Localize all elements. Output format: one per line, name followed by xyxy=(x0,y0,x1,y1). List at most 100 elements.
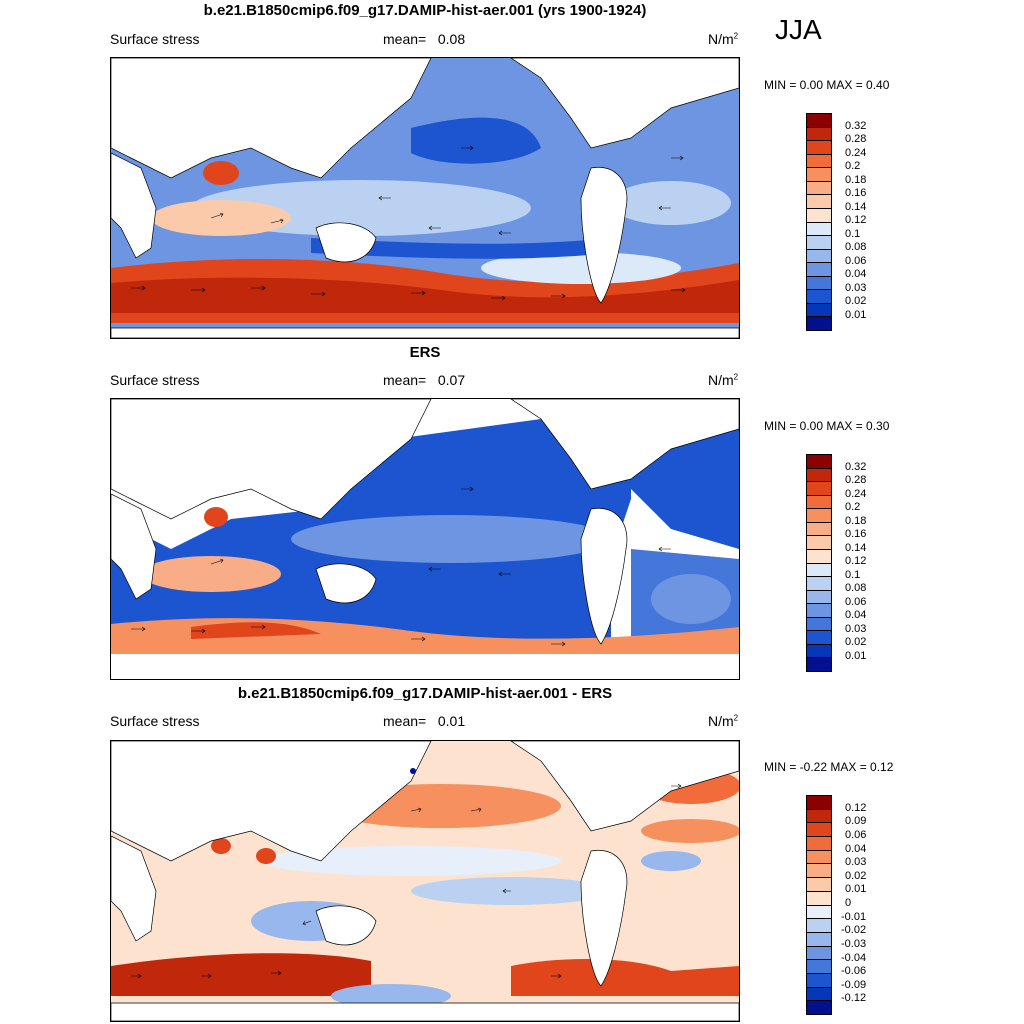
colorbar-swatch xyxy=(807,168,831,182)
units-exponent: 2 xyxy=(733,713,739,723)
colorbar-tick-label: 0.04 xyxy=(845,268,867,280)
colorbar-swatch xyxy=(807,536,831,550)
colorbar-swatch xyxy=(807,850,831,865)
colorbar-tick-label: -0.12 xyxy=(841,992,867,1005)
panel-1-colorbar xyxy=(806,113,832,331)
colorbar-swatch xyxy=(807,263,831,277)
colorbar-swatch xyxy=(807,837,831,851)
colorbar-tick-label: 0.32 xyxy=(845,119,867,132)
colorbar-tick-label: 0.24 xyxy=(845,487,867,500)
colorbar-swatch xyxy=(807,141,831,155)
colorbar-swatch xyxy=(807,617,831,632)
colorbar-tick-label: 0.12 xyxy=(845,214,867,226)
colorbar-swatch xyxy=(807,208,831,223)
colorbar-tick-label: 0.04 xyxy=(845,609,867,621)
units-exponent: 2 xyxy=(733,372,739,382)
colorbar-tick-label: 0.2 xyxy=(845,501,861,513)
colorbar-swatch xyxy=(807,222,831,237)
colorbar-tick-label: 0.2 xyxy=(845,160,861,172)
colorbar-swatch xyxy=(807,973,831,988)
colorbar-tick-label: 0.12 xyxy=(845,555,867,567)
colorbar-swatch xyxy=(807,236,831,250)
panel-3-title: b.e21.B1850cmip6.f09_g17.DAMIP-hist-aer.… xyxy=(237,685,613,702)
colorbar-tick-label: 0.09 xyxy=(845,815,867,828)
units-exponent: 2 xyxy=(733,31,739,41)
colorbar-swatch xyxy=(807,455,831,469)
units-text: N/m xyxy=(708,713,734,729)
colorbar-swatch xyxy=(807,303,831,318)
colorbar-tick-label: 0.18 xyxy=(845,514,867,527)
colorbar-swatch xyxy=(807,932,831,947)
colorbar-swatch xyxy=(807,495,831,510)
colorbar-tick-label: -0.09 xyxy=(841,978,867,991)
colorbar-swatch xyxy=(807,809,831,824)
panel-2-variable-label: Surface stress xyxy=(110,372,200,388)
colorbar-swatch xyxy=(807,1001,831,1014)
colorbar-tick-label: 0.18 xyxy=(845,173,867,186)
colorbar-tick-label: 0.04 xyxy=(845,842,867,855)
panel-2-units: N/m2 xyxy=(708,372,738,388)
panel-2-colorbar xyxy=(806,454,832,672)
panel-2-mean: mean= 0.07 xyxy=(383,372,465,388)
colorbar-swatch xyxy=(807,549,831,564)
colorbar-swatch xyxy=(807,960,831,974)
colorbar-swatch xyxy=(807,987,831,1002)
colorbar-tick-label: -0.06 xyxy=(841,965,867,978)
colorbar-tick-label: 0.01 xyxy=(845,649,867,662)
colorbar-swatch xyxy=(807,154,831,169)
colorbar-tick-label: 0.24 xyxy=(845,146,867,159)
colorbar-swatch xyxy=(807,878,831,892)
panel-2-minmax: MIN = 0.00 MAX = 0.30 xyxy=(764,419,890,433)
colorbar-tick-label: -0.02 xyxy=(841,924,867,937)
colorbar-tick-label: -0.03 xyxy=(841,937,867,950)
colorbar-swatch xyxy=(807,317,831,330)
colorbar-tick-label: 0.06 xyxy=(845,595,867,608)
panel-3-units: N/m2 xyxy=(708,713,738,729)
panel-3-variable-label: Surface stress xyxy=(110,713,200,729)
colorbar-tick-label: 0.02 xyxy=(845,636,867,648)
colorbar-swatch xyxy=(807,658,831,671)
colorbar-swatch xyxy=(807,181,831,196)
colorbar-tick-label: 0.03 xyxy=(845,281,867,294)
panel-2-map xyxy=(110,398,740,680)
mean-value: 0.01 xyxy=(437,713,466,729)
panel-1-map xyxy=(110,57,740,339)
colorbar-swatch xyxy=(807,468,831,483)
colorbar-swatch xyxy=(807,276,831,291)
colorbar-swatch xyxy=(807,604,831,618)
colorbar-tick-label: 0.02 xyxy=(845,295,867,307)
panel-3-colorbar xyxy=(806,795,832,1015)
mean-value: 0.08 xyxy=(437,31,466,47)
colorbar-tick-label: 0.14 xyxy=(845,200,867,213)
colorbar-swatch xyxy=(807,946,831,961)
panel-3-colorbar-ticks: 0.12 0.09 0.06 0.04 0.03 0.02 0.01 0 -0.01 -0.02-… xyxy=(841,795,905,1013)
mean-value: 0.07 xyxy=(437,372,466,388)
panel-3-map xyxy=(110,740,740,1022)
colorbar-swatch xyxy=(807,590,831,605)
panel-3-minmax: MIN = -0.22 MAX = 0.12 xyxy=(764,760,894,774)
mean-label: mean= xyxy=(383,372,427,388)
colorbar-swatch xyxy=(807,631,831,645)
panel-1-colorbar-ticks: 0.32 0.28 0.24 0.2 0.18 0.16 0.14 0.12 0.1 0.08 0.… xyxy=(845,113,905,329)
colorbar-tick-label: 0.06 xyxy=(845,828,867,841)
units-text: N/m xyxy=(708,372,734,388)
colorbar-tick-label: 0.03 xyxy=(845,856,867,869)
colorbar-tick-label: 0.06 xyxy=(845,254,867,267)
colorbar-swatch xyxy=(807,905,831,920)
colorbar-swatch xyxy=(807,563,831,578)
colorbar-tick-label: 0.02 xyxy=(845,869,867,882)
colorbar-swatch xyxy=(807,644,831,659)
colorbar-tick-label: 0.32 xyxy=(845,460,867,473)
panel-1-mean: mean= 0.08 xyxy=(383,31,465,47)
colorbar-swatch xyxy=(807,249,831,264)
panel-2-title: ERS xyxy=(409,344,441,361)
colorbar-tick-label: -0.04 xyxy=(841,951,867,964)
panel-1-units: N/m2 xyxy=(708,31,738,47)
colorbar-swatch xyxy=(807,522,831,537)
panel-1-title: b.e21.B1850cmip6.f09_g17.DAMIP-hist-aer.… xyxy=(203,2,647,19)
colorbar-tick-label: 0.28 xyxy=(845,474,867,486)
panel-1-map-plot xyxy=(111,58,739,338)
colorbar-tick-label: 0.28 xyxy=(845,133,867,145)
season-label: JJA xyxy=(775,14,822,45)
colorbar-tick-label: 0.08 xyxy=(845,241,867,253)
